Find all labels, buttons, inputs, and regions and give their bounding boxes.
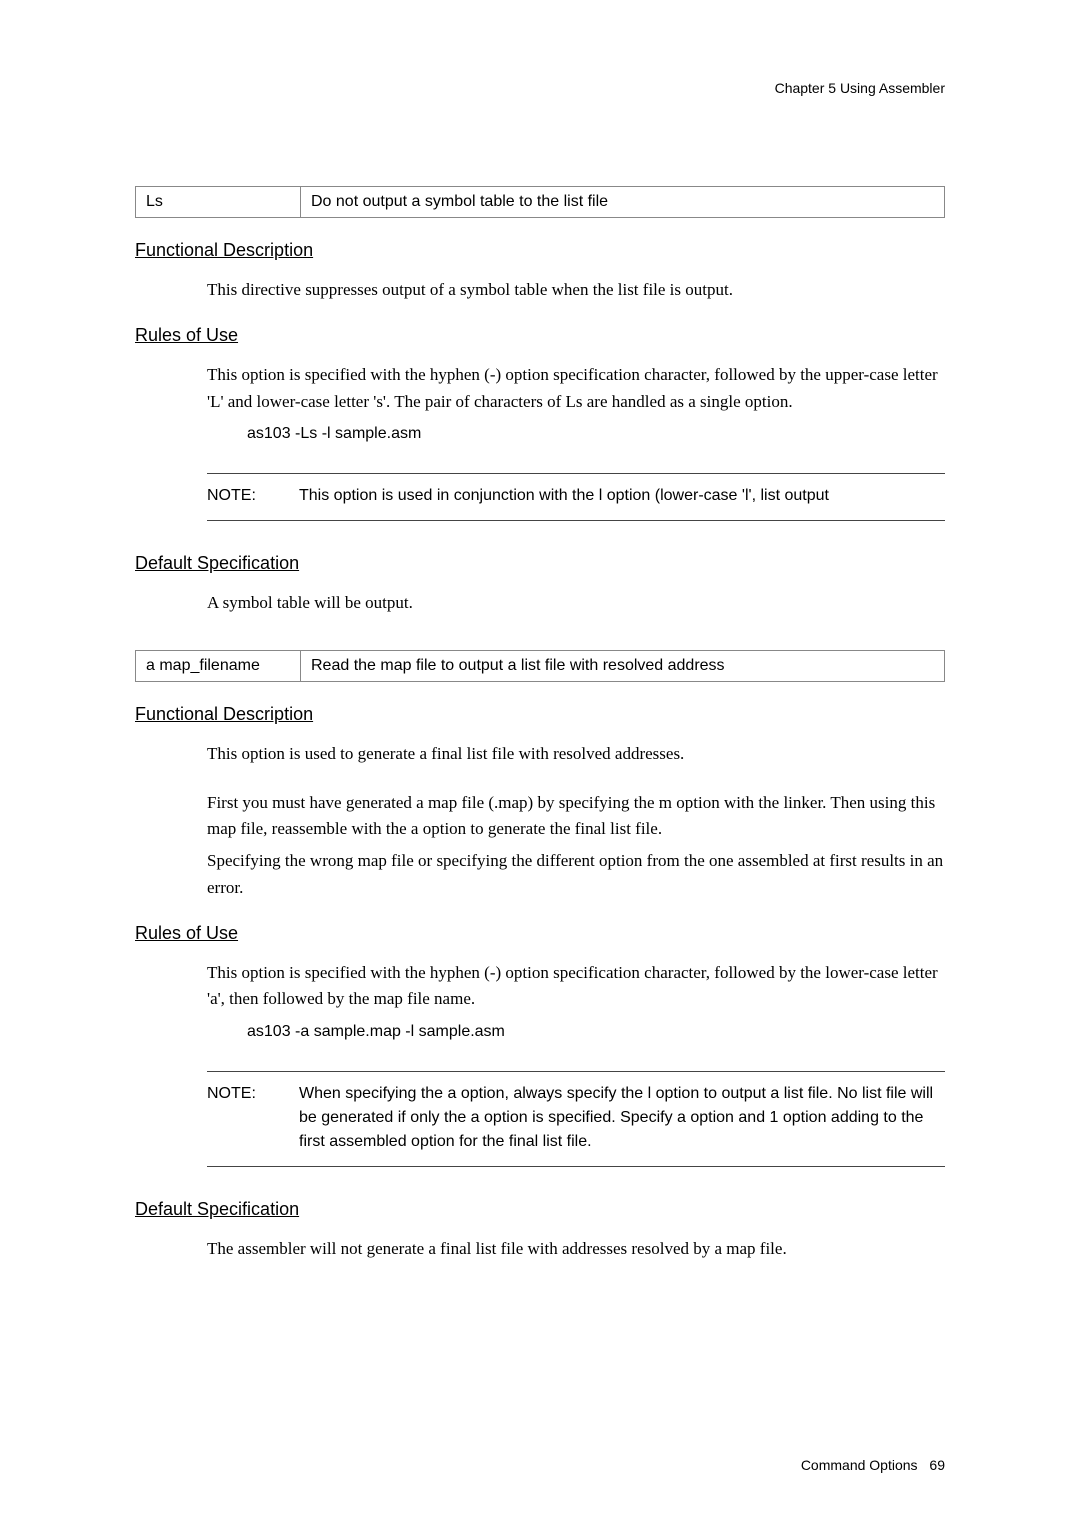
option-desc: Do not output a symbol table to the list… <box>301 187 945 218</box>
note-block: NOTE: When specifying the a option, alwa… <box>207 1071 945 1167</box>
paragraph: First you must have generated a map file… <box>207 790 945 843</box>
option-key: Ls <box>136 187 301 218</box>
note-label: NOTE: <box>207 1082 299 1154</box>
heading-rules-of-use: Rules of Use <box>135 923 945 944</box>
note-text: This option is used in conjunction with … <box>299 484 945 508</box>
paragraph: The assembler will not generate a final … <box>207 1236 945 1262</box>
note-label: NOTE: <box>207 484 299 508</box>
option-key: a map_filename <box>136 651 301 682</box>
paragraph: This option is specified with the hyphen… <box>207 960 945 1013</box>
footer-page-number: 69 <box>929 1457 945 1473</box>
option-table-a-map: a map_filename Read the map file to outp… <box>135 650 945 682</box>
option-table-ls: Ls Do not output a symbol table to the l… <box>135 186 945 218</box>
code-example: as103 -Ls -l sample.asm <box>247 425 945 443</box>
heading-default-specification: Default Specification <box>135 1199 945 1220</box>
option-desc: Read the map file to output a list file … <box>301 651 945 682</box>
heading-default-specification: Default Specification <box>135 553 945 574</box>
note-text: When specifying the a option, always spe… <box>299 1082 945 1154</box>
paragraph: This option is specified with the hyphen… <box>207 362 945 415</box>
note-block: NOTE: This option is used in conjunction… <box>207 473 945 521</box>
footer-section: Command Options <box>801 1457 918 1473</box>
chapter-header: Chapter 5 Using Assembler <box>135 80 945 96</box>
page-footer: Command Options 69 <box>801 1457 945 1473</box>
paragraph: This option is used to generate a final … <box>207 741 945 767</box>
heading-rules-of-use: Rules of Use <box>135 325 945 346</box>
paragraph: A symbol table will be output. <box>207 590 945 616</box>
heading-functional-description: Functional Description <box>135 240 945 261</box>
code-example: as103 -a sample.map -l sample.asm <box>247 1023 945 1041</box>
paragraph: This directive suppresses output of a sy… <box>207 277 945 303</box>
heading-functional-description: Functional Description <box>135 704 945 725</box>
paragraph: Specifying the wrong map file or specify… <box>207 848 945 901</box>
